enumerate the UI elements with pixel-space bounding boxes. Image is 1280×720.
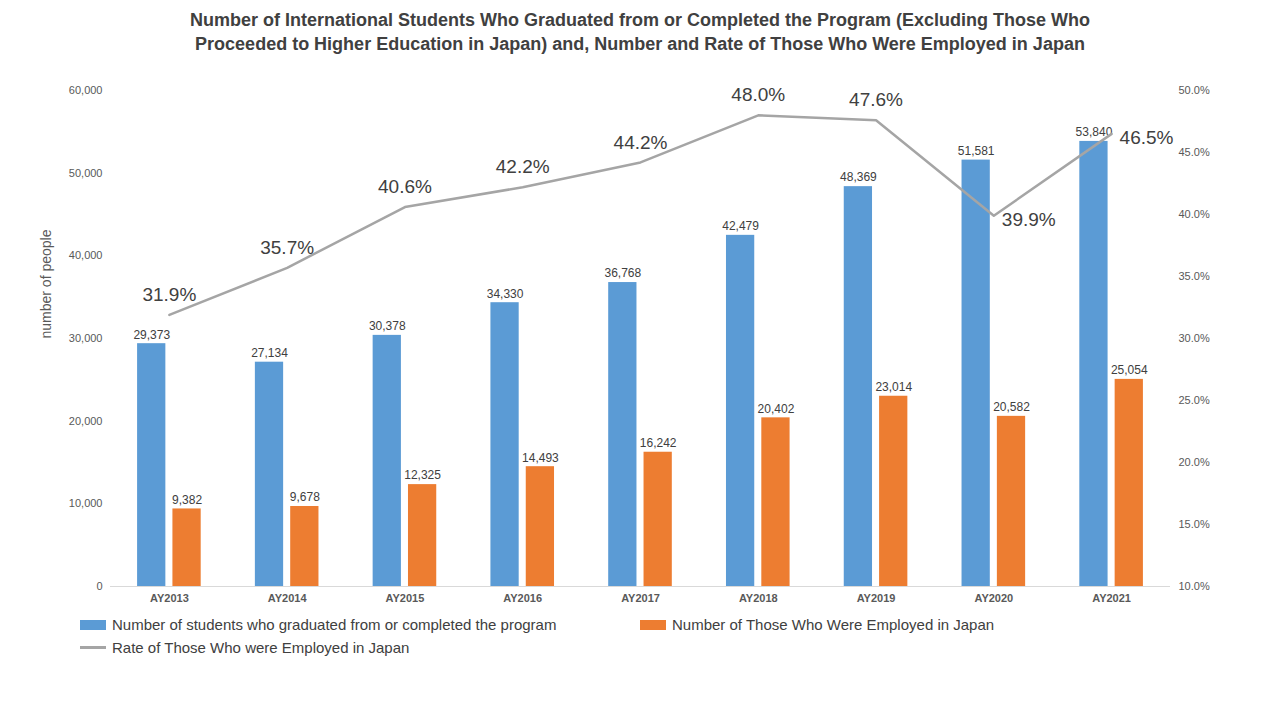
- svg-text:50.0%: 50.0%: [1179, 84, 1210, 96]
- svg-text:AY2018: AY2018: [739, 592, 778, 604]
- svg-text:20,000: 20,000: [69, 415, 103, 427]
- svg-text:48,369: 48,369: [840, 170, 877, 184]
- html-text:Number of students who graduat: Number of students who graduated from or…: [112, 616, 557, 633]
- svg-text:AY2013: AY2013: [150, 592, 189, 604]
- svg-text:31.9%: 31.9%: [142, 284, 196, 305]
- svg-text:39.9%: 39.9%: [1002, 209, 1056, 230]
- svg-text:51,581: 51,581: [958, 144, 995, 158]
- svg-text:40.0%: 40.0%: [1179, 208, 1210, 220]
- svg-text:number of people: number of people: [38, 229, 54, 338]
- svg-text:60,000: 60,000: [69, 84, 103, 96]
- svg-text:35.7%: 35.7%: [260, 237, 314, 258]
- svg-text:48.0%: 48.0%: [731, 84, 785, 105]
- svg-text:15.0%: 15.0%: [1179, 518, 1210, 530]
- svg-text:AY2016: AY2016: [503, 592, 542, 604]
- svg-text:45.0%: 45.0%: [1179, 146, 1210, 158]
- svg-text:30,378: 30,378: [369, 319, 406, 333]
- svg-text:40,000: 40,000: [69, 249, 103, 261]
- svg-text:AY2019: AY2019: [857, 592, 896, 604]
- svg-text:23,014: 23,014: [875, 380, 912, 394]
- html-text:Number of International Studen: Number of International Students Who Gra…: [190, 10, 1090, 54]
- svg-text:16,242: 16,242: [640, 436, 677, 450]
- svg-text:30,000: 30,000: [69, 332, 103, 344]
- svg-text:47.6%: 47.6%: [849, 89, 903, 110]
- svg-text:AY2015: AY2015: [386, 592, 425, 604]
- svg-text:36,768: 36,768: [604, 266, 641, 280]
- svg-text:42,479: 42,479: [722, 219, 759, 233]
- svg-text:29,373: 29,373: [133, 328, 170, 342]
- svg-text:12,325: 12,325: [404, 468, 441, 482]
- svg-text:44.2%: 44.2%: [614, 132, 668, 153]
- svg-text:25,054: 25,054: [1111, 363, 1148, 377]
- svg-text:50,000: 50,000: [69, 167, 103, 179]
- svg-text:20,402: 20,402: [758, 402, 795, 416]
- svg-text:35.0%: 35.0%: [1179, 270, 1210, 282]
- svg-text:AY2020: AY2020: [974, 592, 1013, 604]
- svg-text:30.0%: 30.0%: [1179, 332, 1210, 344]
- svg-text:42.2%: 42.2%: [496, 156, 550, 177]
- svg-text:20,582: 20,582: [993, 400, 1030, 414]
- svg-text:9,678: 9,678: [290, 490, 320, 504]
- svg-text:9,382: 9,382: [172, 493, 202, 507]
- svg-text:40.6%: 40.6%: [378, 176, 432, 197]
- html-text:Number of Those Who Were Emplo: Number of Those Who Were Employed in Jap…: [672, 616, 995, 633]
- svg-text:20.0%: 20.0%: [1179, 456, 1210, 468]
- svg-text:34,330: 34,330: [487, 287, 524, 301]
- svg-text:AY2021: AY2021: [1092, 592, 1131, 604]
- svg-text:0: 0: [96, 580, 102, 592]
- svg-text:53,840: 53,840: [1075, 125, 1113, 140]
- svg-text:27,134: 27,134: [251, 346, 288, 360]
- svg-text:25.0%: 25.0%: [1179, 394, 1210, 406]
- html-text:Rate of Those Who were Employe: Rate of Those Who were Employed in Japan: [112, 639, 410, 656]
- svg-text:AY2017: AY2017: [621, 592, 660, 604]
- svg-text:AY2014: AY2014: [268, 592, 308, 604]
- svg-text:14,493: 14,493: [522, 451, 559, 465]
- svg-text:46.5%: 46.5%: [1120, 127, 1174, 148]
- svg-text:10.0%: 10.0%: [1179, 580, 1210, 592]
- svg-text:10,000: 10,000: [69, 497, 103, 509]
